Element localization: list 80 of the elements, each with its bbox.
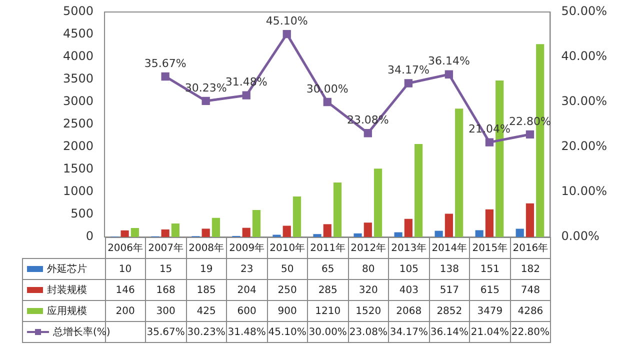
data-label: 4286 [510,300,551,322]
data-label: 204 [226,280,268,300]
data-label: 36.14% [429,322,470,342]
data-label: 900 [267,300,308,322]
data-label: 320 [348,280,389,300]
legend-label: 总增长率(%) [52,326,110,340]
data-label: 105 [388,258,430,280]
data-label: 517 [429,280,470,300]
data-label: 138 [429,258,470,280]
text: 45.10% [266,14,308,28]
data-label: 19 [186,258,227,280]
data-label: 34.17% [388,322,430,342]
data-label: 285 [308,280,348,300]
data-label: 3479 [470,300,510,322]
text: 34.17% [387,64,430,77]
x-tick-label: 2010年 [267,238,308,258]
y-tick-label: 1000 [62,184,94,198]
data-label: 30.23% [186,322,227,342]
data-label: 22.80% [510,322,551,342]
y-tick-label: 2500 [62,116,94,131]
data-label: 615 [470,280,510,300]
y-tick-label: 4000 [62,49,94,64]
data-label: 151 [470,258,510,280]
y-tick-label: 0 [86,229,94,244]
y-tick-label: 3500 [62,72,94,86]
y-tick-label: 4500 [62,26,94,41]
y-tick-label: 2000 [62,139,94,154]
y2-tick-label: 40.00% [561,49,608,64]
text: 35.67% [144,56,186,70]
data-label: 1210 [308,300,348,322]
data-label: 425 [186,300,227,322]
legend-label: 封装规模 [22,280,106,300]
data-label: 30.00% [308,322,348,342]
legend-label: 应用规模 [22,300,106,322]
x-tick-label: 2008年 [186,238,227,258]
x-tick-label: 2012年 [348,238,389,258]
data-label: 65 [308,258,348,280]
data-label: 21.04% [470,322,510,342]
data-label: 250 [267,280,308,300]
x-tick-label: 2014年 [429,238,470,258]
y2-tick-label: 0.00% [561,229,600,244]
x-tick-label: 2013年 [388,238,430,258]
x-tick-label: 2009年 [226,238,268,258]
data-label: 403 [388,280,430,300]
y2-tick-label: 10.00% [561,184,608,198]
y2-tick-label: 50.00% [561,4,608,18]
data-label: 2068 [388,300,430,322]
data-label: 80 [348,258,389,280]
text: 36.14% [428,54,470,68]
y-tick-label: 5000 [62,4,94,18]
data-label: 15 [146,258,186,280]
legend-label: 外延芯片 [22,258,106,280]
data-label: 2852 [429,300,470,322]
x-tick-label: 2007年 [146,238,186,258]
data-label: 45.10% [267,322,308,342]
x-tick-label: 2011年 [308,238,348,258]
y-tick-label: 1500 [62,162,94,176]
data-label: 185 [186,280,227,300]
y2-tick-label: 20.00% [561,139,608,154]
data-label: 35.67% [146,322,186,342]
y2-tick-label: 30.00% [561,94,608,108]
data-label: 23 [226,258,268,280]
data-label: 200 [105,300,146,322]
data-label: 31.48% [226,322,268,342]
text: 30.23% [184,81,227,94]
data-label: 50 [267,258,308,280]
y-tick-label: 3000 [62,94,94,108]
data-label: 146 [105,280,146,300]
data-label: 10 [105,258,146,280]
data-label: 300 [146,300,186,322]
data-label: 748 [510,280,551,300]
data-label: 168 [146,280,186,300]
data-label: 23.08% [348,322,389,342]
y-tick-label: 500 [70,206,94,221]
data-label: 182 [510,258,551,280]
data-label: 1520 [348,300,389,322]
x-tick-label: 2016年 [510,238,551,258]
data-label: 600 [226,300,268,322]
x-tick-label: 2015年 [470,238,510,258]
x-tick-label: 2006年 [105,238,146,258]
